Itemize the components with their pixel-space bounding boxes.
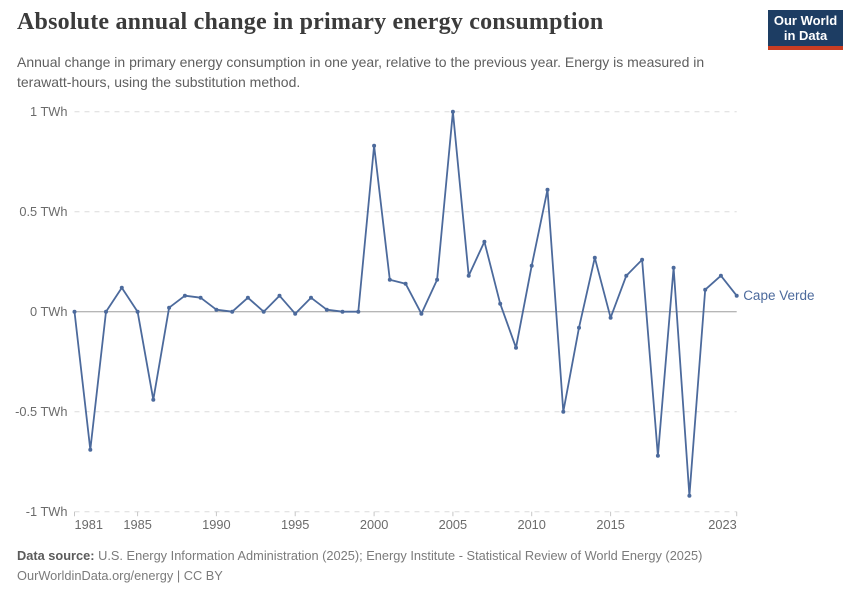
- data-point[interactable]: [734, 293, 739, 298]
- footer-separator: |: [176, 568, 181, 583]
- data-point[interactable]: [230, 309, 235, 314]
- data-point[interactable]: [104, 309, 108, 314]
- data-point[interactable]: [592, 255, 597, 260]
- x-tick-label: 2005: [439, 517, 467, 532]
- x-tick-label: 2010: [517, 517, 545, 532]
- owid-url-link[interactable]: OurWorldinData.org/energy: [17, 568, 174, 583]
- x-tick-label: 1995: [281, 517, 309, 532]
- data-point[interactable]: [640, 257, 645, 262]
- data-point[interactable]: [293, 311, 298, 316]
- data-source-text: U.S. Energy Information Administration (…: [98, 548, 703, 563]
- y-tick-label: 0 TWh: [30, 304, 67, 319]
- x-tick-label: 1990: [202, 517, 230, 532]
- owid-logo[interactable]: Our World in Data: [768, 10, 843, 50]
- x-tick-label: 2000: [360, 517, 388, 532]
- data-point[interactable]: [450, 109, 455, 114]
- data-point[interactable]: [72, 309, 77, 314]
- data-point[interactable]: [119, 285, 124, 290]
- chart-subtitle: Annual change in primary energy consumpt…: [17, 54, 705, 90]
- data-point[interactable]: [687, 493, 692, 498]
- y-tick-label: 0.5 TWh: [19, 204, 67, 219]
- owid-logo-line2: in Data: [783, 28, 828, 43]
- x-tick-label: 1985: [123, 517, 151, 532]
- data-point[interactable]: [387, 277, 392, 282]
- data-point[interactable]: [419, 311, 424, 316]
- x-tick-label: 2023: [708, 517, 736, 532]
- series-label[interactable]: Cape Verde: [743, 288, 814, 303]
- chart-title: Absolute annual change in primary energy…: [17, 9, 604, 35]
- data-point[interactable]: [277, 293, 282, 298]
- data-point[interactable]: [356, 309, 361, 314]
- data-point[interactable]: [545, 187, 550, 192]
- data-point[interactable]: [703, 287, 708, 292]
- y-tick-label: -1 TWh: [26, 504, 68, 519]
- data-point[interactable]: [466, 273, 471, 278]
- data-point[interactable]: [671, 265, 676, 270]
- y-tick-label: 1 TWh: [30, 104, 67, 119]
- data-point[interactable]: [309, 295, 313, 300]
- data-point[interactable]: [182, 293, 187, 298]
- x-tick-label: 1981: [75, 517, 103, 532]
- data-source-label: Data source:: [17, 548, 95, 563]
- data-point[interactable]: [435, 277, 440, 282]
- data-point[interactable]: [561, 409, 566, 414]
- data-point[interactable]: [577, 325, 581, 330]
- x-tick-label: 2015: [596, 517, 624, 532]
- data-point[interactable]: [261, 309, 266, 314]
- data-point[interactable]: [514, 345, 518, 350]
- data-point[interactable]: [498, 301, 503, 306]
- data-point[interactable]: [135, 309, 140, 314]
- data-point[interactable]: [718, 273, 723, 278]
- data-point[interactable]: [214, 307, 219, 312]
- data-point[interactable]: [403, 281, 408, 286]
- data-point[interactable]: [624, 273, 629, 278]
- data-point[interactable]: [608, 315, 613, 320]
- series-line[interactable]: [73, 110, 738, 497]
- data-point[interactable]: [340, 309, 345, 314]
- data-point[interactable]: [324, 307, 329, 312]
- y-tick-label: -0.5 TWh: [15, 404, 67, 419]
- data-point[interactable]: [167, 305, 172, 310]
- chart-footer: Data source: U.S. Energy Information Adm…: [17, 546, 702, 586]
- license-link[interactable]: CC BY: [183, 568, 223, 583]
- data-point[interactable]: [198, 295, 203, 300]
- owid-logo-line1: Our World: [773, 13, 838, 28]
- data-point[interactable]: [245, 295, 250, 300]
- data-point[interactable]: [151, 397, 156, 402]
- data-point[interactable]: [482, 239, 487, 244]
- data-point[interactable]: [655, 453, 660, 458]
- data-point[interactable]: [529, 263, 534, 268]
- data-point[interactable]: [372, 143, 377, 148]
- data-point[interactable]: [88, 447, 93, 452]
